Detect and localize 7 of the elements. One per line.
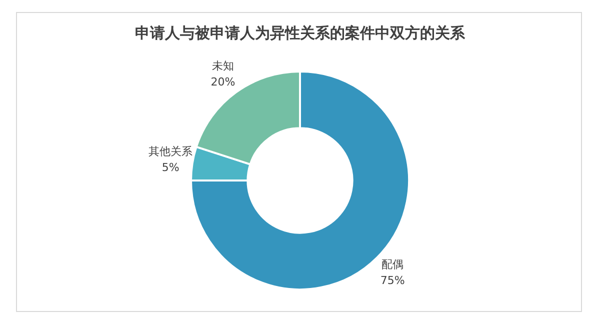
data-label: 20% [210, 75, 236, 88]
data-label: 5% [162, 160, 180, 174]
data-label: 75% [380, 274, 405, 287]
slice-label: 其他关系 [148, 144, 193, 158]
slice-label: 配偶 [382, 258, 404, 271]
chart-title: 申请人与被申请人为异性关系的案件中双方的关系 [134, 24, 466, 43]
slice-label: 未知 [212, 59, 234, 72]
